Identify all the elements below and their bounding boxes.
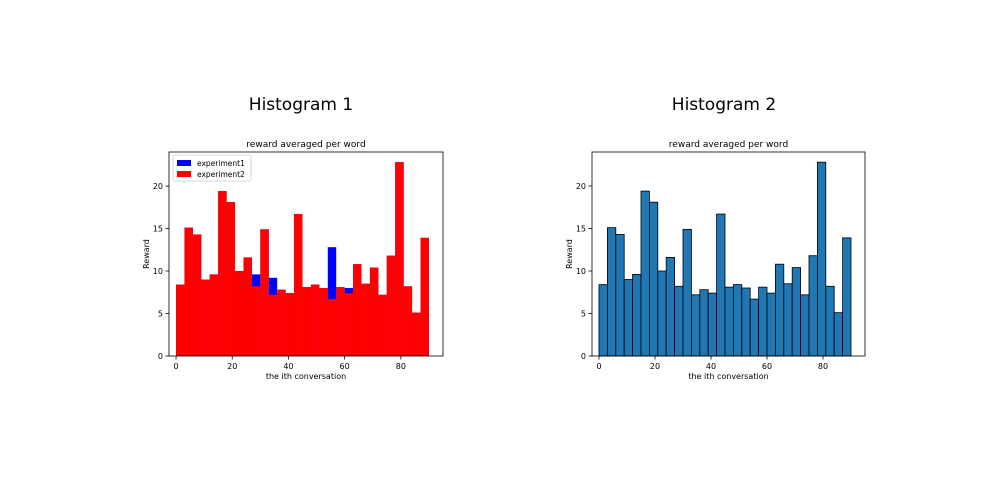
bar-series-20 (766, 292, 776, 357)
bar-series-4 (632, 273, 642, 357)
bar-experiment2-3 (201, 279, 210, 356)
legend-label-experiment2: experiment2 (197, 170, 245, 179)
y-axis-label: Reward (565, 239, 574, 269)
y-tick-label: 10 (576, 267, 586, 276)
bar-experiment2-22 (361, 283, 370, 356)
bar-series-17 (741, 287, 751, 357)
bar-experiment2-25 (386, 255, 396, 356)
bar-series-22 (783, 283, 793, 357)
x-tick-label: 60 (340, 362, 350, 371)
bar-experiment2-29 (420, 237, 429, 356)
chart-2: 0 20 40 60 80 0 5 10 15 20 reward averaged per wor… (565, 140, 866, 381)
histogram-2-heading: Histogram 2 (671, 95, 777, 115)
bar-experiment2-4 (209, 274, 219, 356)
bar-experiment2-28 (412, 312, 421, 356)
bar-experiment2-14 (294, 214, 303, 356)
legend-box (172, 154, 252, 182)
bar-experiment2-27 (403, 286, 413, 356)
y-tick-label: 15 (576, 225, 586, 234)
bar-experiment2-23 (369, 267, 379, 356)
bar-series-29 (842, 237, 852, 357)
bar-experiment2-10 (260, 229, 269, 356)
bar-series-2 (615, 234, 625, 357)
bar-experiment2-6 (226, 202, 236, 356)
bar-experiment2-8 (243, 257, 252, 356)
bar-experiment2-13 (285, 293, 295, 356)
bar-series-18 (749, 298, 760, 357)
bar-series-16 (733, 284, 743, 357)
bar-experiment2-26 (395, 162, 404, 356)
y-tick-label: 20 (576, 182, 586, 191)
histogram-1-heading: Histogram 1 (248, 95, 354, 115)
x-axis-label: the ith conversation (266, 372, 346, 381)
x-tick-label: 20 (227, 362, 237, 371)
y-tick-label: 15 (153, 225, 163, 234)
bar-series-3 (623, 279, 634, 357)
y-tick-label: 10 (153, 267, 163, 276)
legend-swatch-experiment1 (177, 160, 191, 166)
bar-experiment2-24 (378, 294, 387, 356)
bar-experiment2-5 (218, 191, 227, 356)
y-tick-label: 20 (153, 182, 163, 191)
x-tick-label: 60 (762, 362, 772, 371)
bar-series-15 (724, 286, 734, 357)
bar-series-21 (775, 263, 785, 357)
y-axis-label: Reward (142, 239, 151, 269)
x-axis-label: the ith conversation (688, 372, 768, 381)
x-tick-label: 80 (818, 362, 828, 371)
bar-experiment2-15 (302, 287, 311, 356)
bar-series-10 (682, 228, 692, 357)
bar-series-25 (808, 255, 818, 357)
x-tick-label: 0 (173, 362, 178, 371)
bar-series-0 (598, 284, 608, 357)
x-tick-label: 20 (650, 362, 660, 371)
bar-experiment2-20 (344, 293, 354, 356)
bar-series-6 (649, 201, 659, 357)
legend: experiment1 experiment2 (172, 154, 252, 182)
bar-series-7 (657, 270, 667, 357)
bar-series-24 (800, 294, 810, 357)
x-tick-label: 80 (396, 362, 406, 371)
bar-series-14 (716, 213, 726, 357)
bar-experiment2-18 (327, 299, 337, 356)
bar-experiment2-16 (310, 284, 320, 356)
bar-series-11 (691, 294, 701, 357)
legend-label-experiment1: experiment1 (197, 159, 245, 168)
bar-experiment2-19 (336, 287, 345, 356)
y-tick-label: 5 (158, 310, 163, 319)
bar-series-1 (607, 227, 617, 357)
bar-series-23 (791, 267, 802, 357)
chart-title: reward averaged per word (669, 140, 788, 150)
bar-experiment2-2 (192, 234, 202, 356)
bar-series-12 (699, 289, 709, 357)
bar-experiment2-9 (251, 286, 261, 356)
x-tick-label: 40 (283, 362, 293, 371)
bar-series-13 (707, 292, 718, 357)
chart-title: reward averaged per word (246, 140, 365, 150)
y-tick-label: 0 (581, 352, 586, 361)
bar-series-27 (825, 285, 835, 357)
y-tick-label: 5 (581, 310, 586, 319)
bar-experiment2-11 (268, 294, 278, 356)
bar-series-5 (640, 190, 650, 357)
bar-experiment2-1 (184, 227, 193, 356)
bar-series-8 (665, 256, 676, 357)
bar-experiment2-17 (319, 288, 328, 356)
bar-experiment2-21 (353, 264, 362, 356)
bar-series-9 (674, 285, 684, 357)
bar-experiment2-12 (277, 289, 286, 356)
bar-series-28 (833, 312, 844, 357)
y-tick-label: 0 (158, 352, 163, 361)
x-tick-label: 0 (596, 362, 601, 371)
plot-frame (591, 151, 866, 357)
legend-swatch-experiment2 (177, 171, 191, 177)
bar-series-26 (817, 161, 827, 357)
chart-1: 0 20 40 60 80 0 5 10 15 20 reward averaged per wor… (142, 140, 444, 381)
bar-experiment2-0 (176, 284, 185, 356)
bar-series-19 (758, 286, 768, 357)
plot-frame (168, 151, 444, 357)
x-tick-label: 40 (706, 362, 716, 371)
bar-experiment2-7 (235, 271, 244, 356)
